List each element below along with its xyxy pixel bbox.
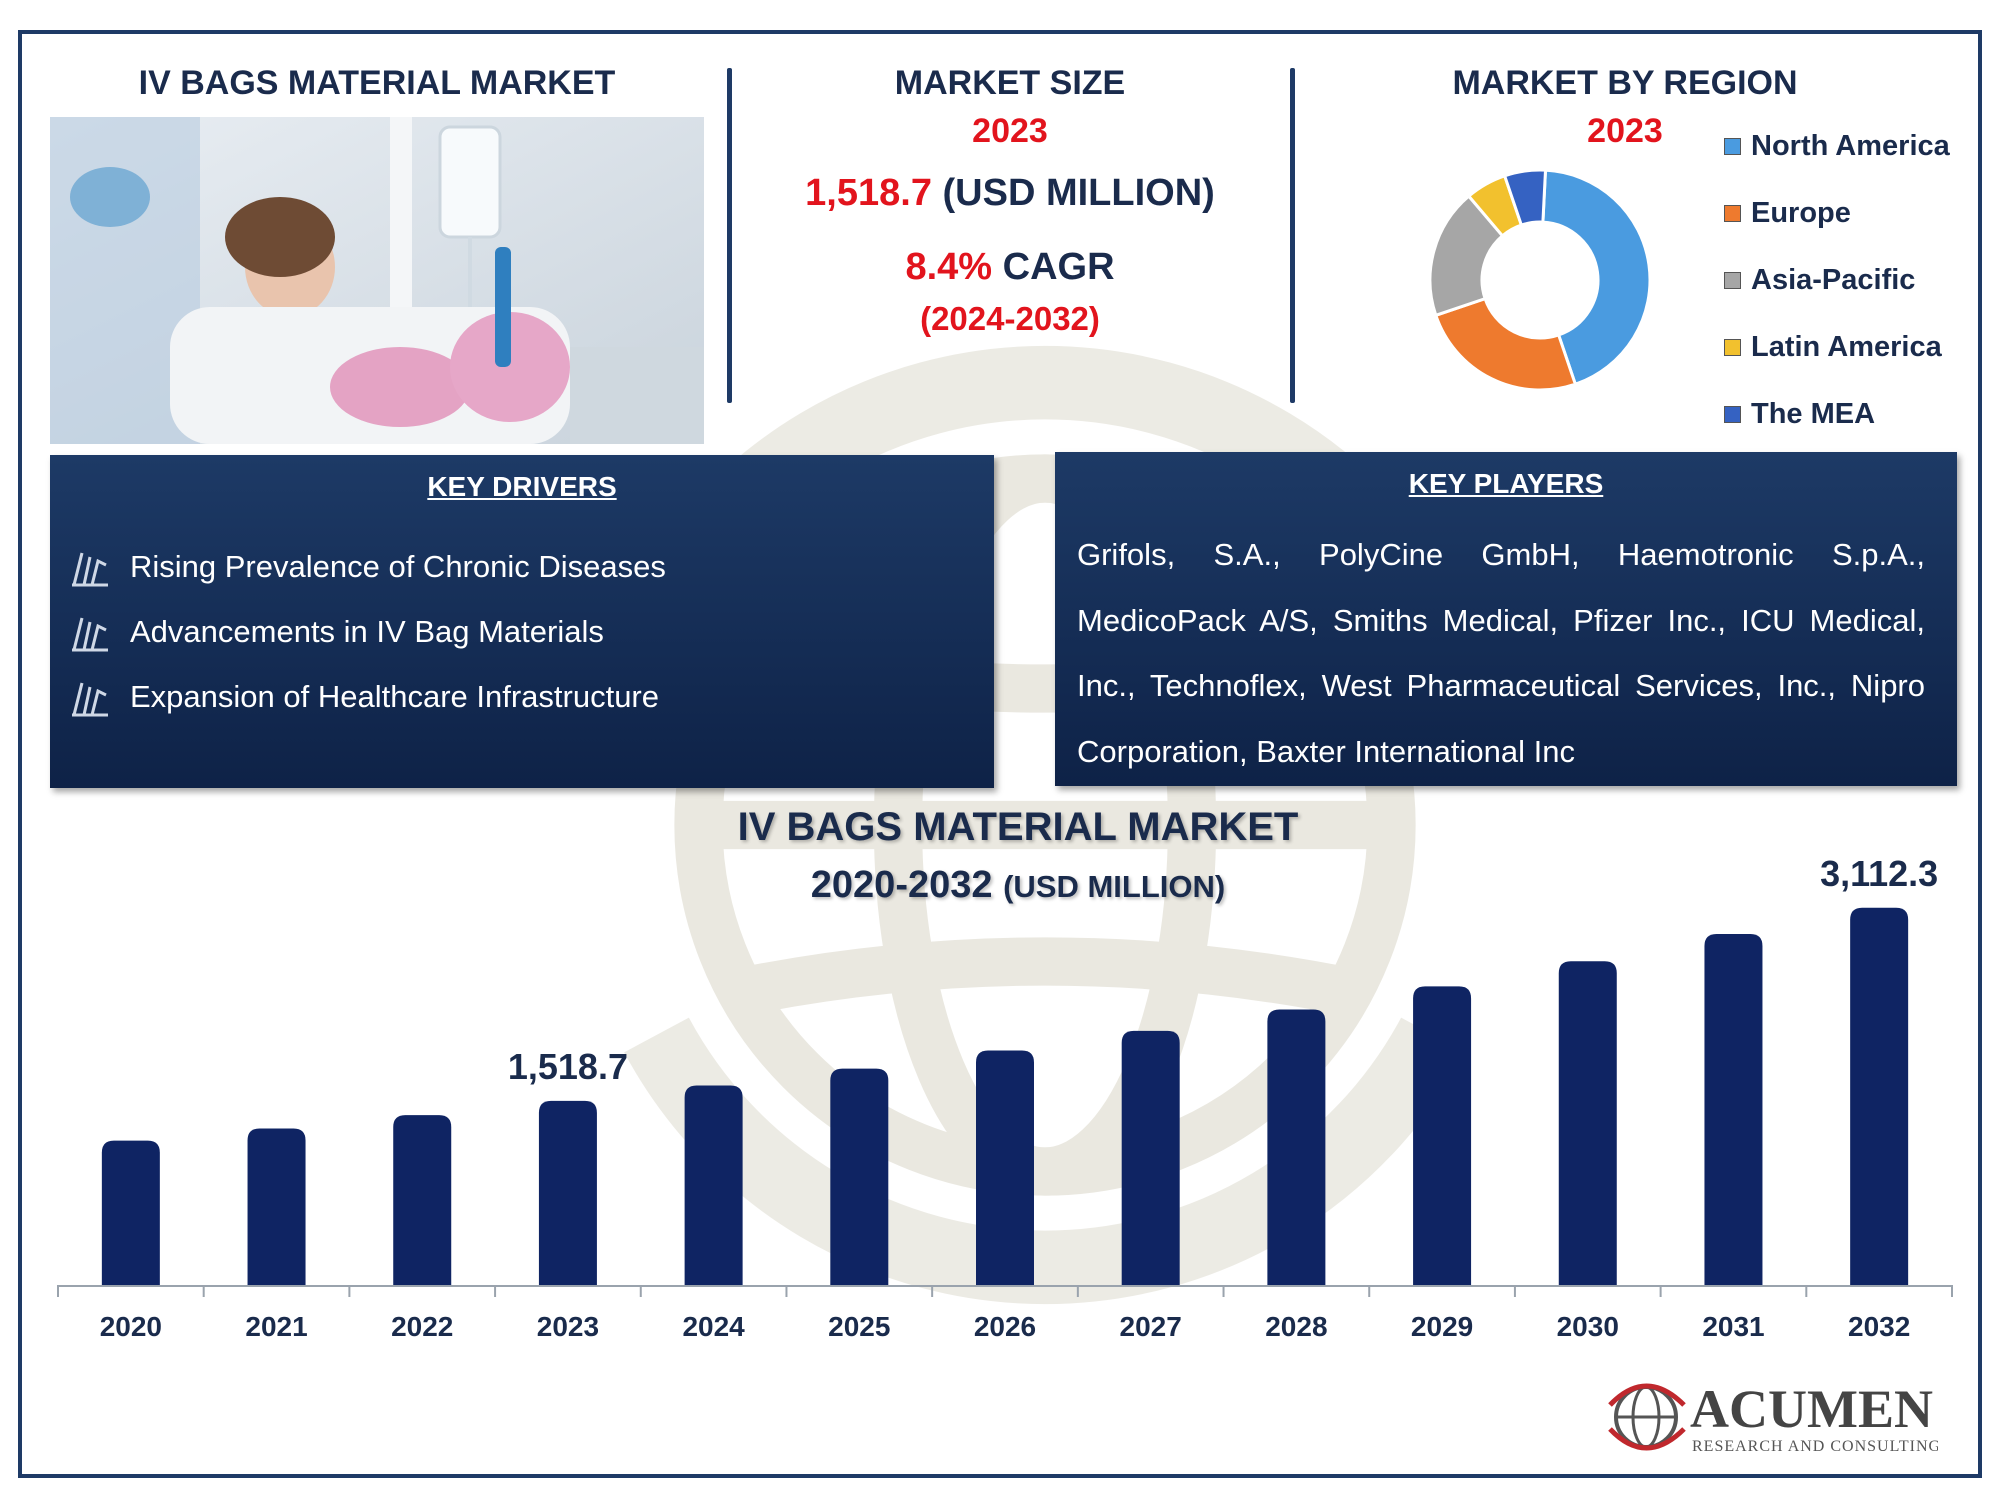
chart-subtitle: 2020-2032 (USD MILLION) [0, 864, 2000, 907]
trend-chart-icon [72, 682, 108, 717]
donut-slice-europe [1433, 296, 1578, 392]
key-players-text: Grifols, S.A., PolyCine GmbH, Haemotroni… [1077, 537, 1925, 769]
legend-swatch [1724, 339, 1741, 356]
region-year: 2023 [1587, 112, 1663, 150]
globe-logo-icon [1608, 1383, 1686, 1451]
acumen-logo: ACUMEN RESEARCH AND CONSULTING [1608, 1375, 1940, 1460]
divider-left [727, 68, 732, 403]
driver-text: Rising Prevalence of Chronic Diseases [130, 549, 666, 584]
legend-item-north-america: North America [1724, 130, 1950, 163]
donut-slice-the-mea [1502, 168, 1548, 227]
iv-treatment-photo [50, 117, 704, 444]
key-players-title: KEY PLAYERS [1408, 468, 1604, 499]
legend-label: Asia-Pacific [1751, 264, 1916, 296]
key-drivers-panel: KEY DRIVERS Rising Prevalence of Chronic… [50, 455, 994, 788]
chart-subtitle-years: 2020-2032 [810, 864, 993, 906]
donut-slice-asia-pacific [1428, 194, 1505, 318]
section-title-region: MARKET BY REGION [1452, 64, 1798, 102]
legend-label: North America [1751, 130, 1950, 162]
driver-item: Rising Prevalence of Chronic Diseases [68, 545, 666, 589]
section-title-market: IV BAGS MATERIAL MARKET [138, 64, 616, 102]
legend-label: Europe [1751, 197, 1851, 229]
cagr-value: 8.4% [905, 246, 993, 288]
legend-label: Latin America [1751, 331, 1942, 363]
region-donut-chart [1428, 168, 1652, 392]
driver-item: Advancements in IV Bag Materials [68, 610, 604, 654]
cagr-period: (2024-2032) [920, 300, 1100, 337]
driver-text: Expansion of Healthcare Infrastructure [130, 679, 659, 714]
chart-title: IV BAGS MATERIAL MARKET [737, 805, 1299, 849]
legend-item-latin-america: Latin America [1724, 331, 1942, 364]
legend-swatch [1724, 138, 1741, 155]
legend-swatch [1724, 406, 1741, 423]
section-title-market-size: MARKET SIZE [894, 64, 1126, 102]
trend-chart-icon [72, 617, 108, 652]
trend-chart-icon [72, 552, 108, 587]
donut-slice-north-america [1541, 168, 1652, 387]
market-size-unit: (USD MILLION) [942, 172, 1215, 214]
chart-subtitle-unit: (USD MILLION) [1003, 869, 1226, 904]
legend-swatch [1724, 272, 1741, 289]
market-size-year: 2023 [972, 112, 1048, 150]
brand-tagline: RESEARCH AND CONSULTING [1692, 1438, 1938, 1455]
driver-text: Advancements in IV Bag Materials [130, 614, 604, 649]
cagr-line: 8.4% CAGR [750, 246, 1270, 289]
market-size-value-line: 1,518.7 (USD MILLION) [750, 172, 1270, 215]
legend-label: The MEA [1751, 398, 1876, 430]
market-size-value: 1,518.7 [805, 172, 932, 214]
key-drivers-title: KEY DRIVERS [427, 471, 617, 502]
legend-item-europe: Europe [1724, 197, 1851, 230]
legend-item-asia-pacific: Asia-Pacific [1724, 264, 1915, 297]
divider-right [1290, 68, 1295, 403]
driver-item: Expansion of Healthcare Infrastructure [68, 675, 659, 719]
legend-item-the-mea: The MEA [1724, 398, 1875, 431]
cagr-label: CAGR [1002, 246, 1115, 288]
legend-swatch [1724, 205, 1741, 222]
brand-name: ACUMEN [1690, 1379, 1933, 1439]
key-players-panel: KEY PLAYERS Grifols, S.A., PolyCine GmbH… [1055, 452, 1957, 786]
